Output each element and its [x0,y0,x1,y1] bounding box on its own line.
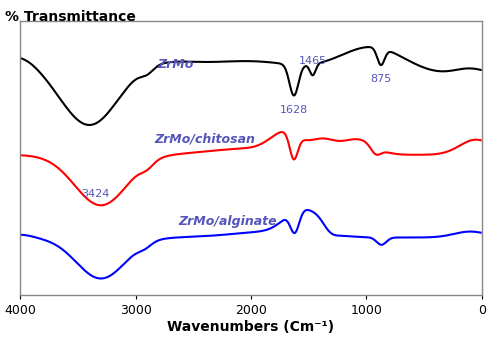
Text: % Transmittance: % Transmittance [5,10,136,24]
Text: 875: 875 [370,74,392,84]
Text: 1628: 1628 [280,105,308,115]
Text: ZrMo: ZrMo [158,58,194,71]
Text: ZrMo/chitosan: ZrMo/chitosan [154,133,255,146]
Text: ZrMo/alginate: ZrMo/alginate [178,215,277,228]
Text: 3424: 3424 [81,189,109,199]
X-axis label: Wavenumbers (Cm⁻¹): Wavenumbers (Cm⁻¹) [168,320,335,334]
Text: 1465: 1465 [299,56,327,66]
